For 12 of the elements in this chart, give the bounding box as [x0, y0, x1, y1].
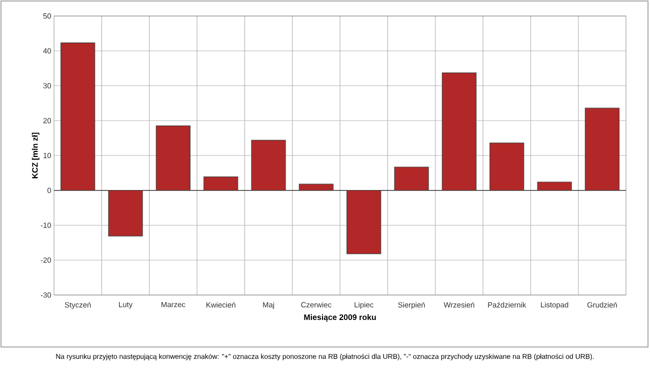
bar [108, 190, 143, 236]
bar [156, 126, 190, 191]
bar [298, 184, 334, 191]
bar [60, 42, 96, 191]
bar [204, 176, 238, 191]
bar [394, 166, 429, 191]
bar [442, 72, 476, 191]
bar [490, 142, 524, 191]
bar [346, 190, 382, 254]
bar [584, 108, 620, 191]
bar [251, 140, 286, 191]
bar [537, 182, 572, 191]
